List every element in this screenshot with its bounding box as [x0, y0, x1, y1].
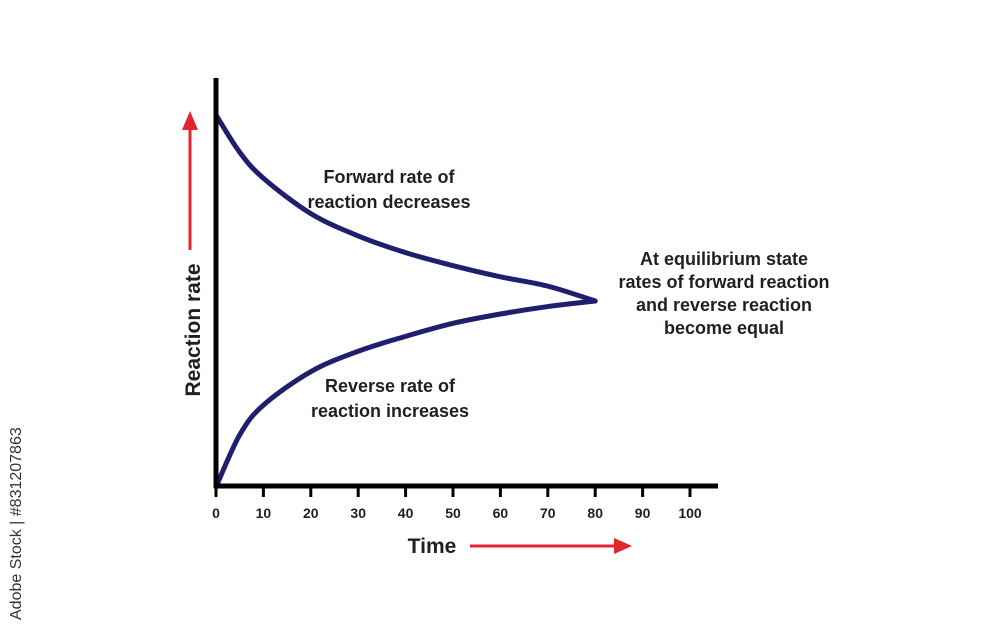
arrow-up-icon: [182, 111, 198, 130]
x-axis-title: Time: [408, 535, 457, 558]
annotation-line: and reverse reaction: [636, 295, 812, 315]
x-axis-ticks: 0 10 20 30 40 50 60 70 80 90 100: [212, 486, 702, 521]
x-tick-label: 90: [635, 505, 651, 521]
x-tick-label: 100: [678, 505, 702, 521]
annotation-line: become equal: [664, 318, 784, 338]
x-tick-label: 30: [350, 505, 366, 521]
arrow-right-icon: [614, 538, 632, 554]
y-axis-arrow: [182, 111, 198, 250]
annotation-line: reaction decreases: [307, 192, 470, 212]
x-tick-label: 20: [303, 505, 319, 521]
x-tick-label: 60: [493, 505, 509, 521]
x-tick-label: 50: [445, 505, 461, 521]
stock-credit: Adobe Stock | #831207863: [8, 427, 25, 620]
equilibrium-annotation: At equilibrium state rates of forward rea…: [618, 249, 829, 338]
rate-curves: [213, 112, 598, 490]
x-tick-label: 40: [398, 505, 414, 521]
reverse-rate-curve: [213, 298, 598, 490]
x-tick-label: 10: [256, 505, 272, 521]
forward-rate-curve: [213, 112, 598, 304]
annotation-line: Reverse rate of: [325, 376, 456, 396]
reverse-annotation: Reverse rate of reaction increases: [311, 376, 469, 421]
x-axis-arrow: [470, 538, 632, 554]
y-axis-title: Reaction rate: [182, 263, 205, 396]
annotation-line: reaction increases: [311, 401, 469, 421]
annotation-line: Forward rate of: [323, 167, 455, 187]
x-tick-label: 80: [587, 505, 603, 521]
x-tick-label: 70: [540, 505, 556, 521]
annotations: Forward rate of reaction decreases Reverse…: [307, 167, 829, 421]
x-tick-label: 0: [212, 505, 220, 521]
annotation-line: rates of forward reaction: [618, 272, 829, 292]
forward-annotation: Forward rate of reaction decreases: [307, 167, 470, 212]
annotation-line: At equilibrium state: [640, 249, 808, 269]
